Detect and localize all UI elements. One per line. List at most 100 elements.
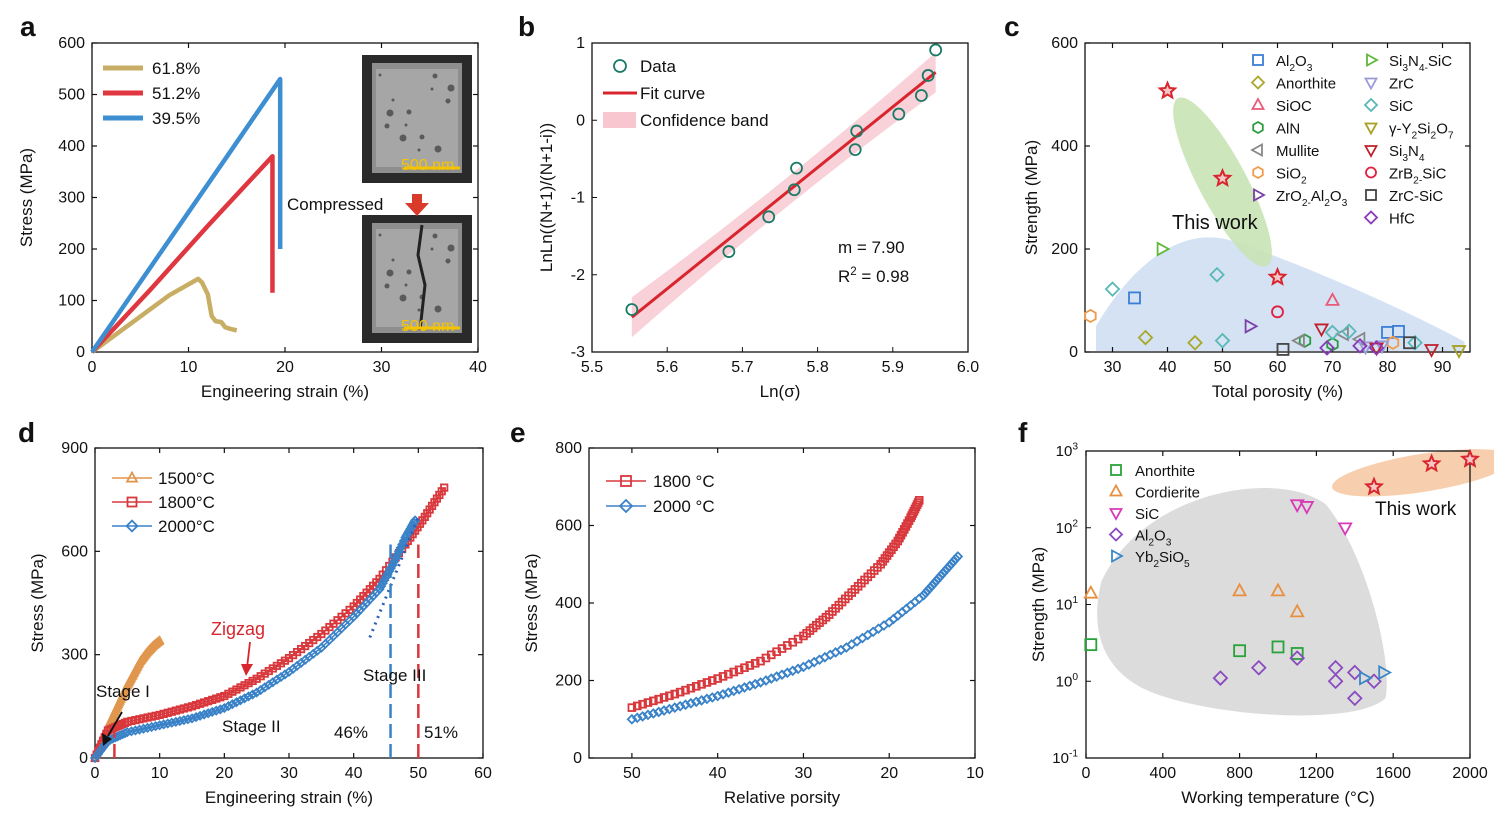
panel-b-data-point [921, 69, 935, 82]
panel-e-data-point [718, 672, 728, 681]
panel-f-legend-label: Cordierite [1135, 485, 1200, 502]
panel-a-inset-after-pore [404, 283, 408, 287]
panel-f-legend-marker [1111, 548, 1124, 564]
panel-b-data-point [722, 245, 736, 258]
panel-f-data-point [1359, 670, 1373, 686]
panel-c-data-point [1451, 345, 1467, 359]
panel-e-x-tick-label: 40 [709, 765, 727, 782]
panel-f-data-point [1289, 603, 1305, 618]
panel-d-data-point [190, 711, 202, 723]
panel-e-data-point [697, 680, 706, 689]
panel-a-legend-label: 39.5% [152, 109, 200, 128]
panel-c-legend-marker [1253, 187, 1266, 203]
panel-f-this-work-star [1459, 448, 1481, 468]
panel-c-x-tick-label: 40 [1159, 359, 1177, 376]
panel-c-data-point [1271, 305, 1284, 319]
panel-c-data-point [1423, 344, 1440, 358]
panel-f-data-point [1290, 647, 1304, 660]
panel-c-data-point [1352, 337, 1368, 354]
panel-d-data-point [219, 702, 230, 714]
panel-d-data-point [182, 714, 194, 725]
panel-f-x-tick-label: 1200 [1299, 765, 1335, 782]
panel-c-data-point [1341, 323, 1357, 340]
panel-a-inset-after-pore [417, 308, 421, 312]
panel-d-data-point [239, 693, 250, 704]
panel-d-data-point [199, 709, 210, 720]
panel-c-x-tick-label: 70 [1324, 359, 1342, 376]
panel-d-data-point [170, 716, 181, 727]
panel-b-data-point [625, 303, 639, 316]
panel-f-y-tick-label: 100 [1056, 672, 1079, 690]
panel-d-annotation-stage2: Stage II [222, 717, 281, 736]
panel-c-legend-marker [1365, 189, 1377, 201]
panel-c-legend-label: Si3N4 [1389, 143, 1425, 164]
panel-f-prior-work-region [1097, 488, 1387, 716]
panel-a-scale-label-top: 500 nm [401, 157, 454, 174]
panel-c-data-point [1319, 340, 1335, 356]
panel-e-data-point [669, 702, 681, 713]
panel-c-data-point [1137, 329, 1154, 346]
panel-c-x-tick-label: 30 [1104, 359, 1122, 376]
panel-d-data-point [174, 715, 185, 727]
panel-f-y-tick-label: 103 [1056, 442, 1079, 460]
panel-b-ylabel: LnLn((N+1)/(N+1-i)) [537, 123, 556, 272]
panel-e-data-point [664, 703, 675, 715]
panel-a-inset-after-sample-face [376, 229, 458, 327]
panel-e-data-point [653, 706, 665, 718]
panel-d-y-tick-label: 300 [61, 647, 88, 664]
panel-label-e: e [510, 417, 526, 448]
panel-a-inset-before-pore [447, 84, 455, 92]
panel-d-data-point [134, 724, 145, 735]
panel-e-ylabel: Stress (MPa) [522, 553, 541, 652]
panel-e-data-point [750, 659, 760, 668]
panel-e-data-point [724, 669, 733, 679]
panel-a-inset-before-pore [432, 73, 438, 79]
panel-e-x-tick-label: 30 [795, 765, 813, 782]
panel-e-data-point [734, 665, 744, 675]
panel-a-inset-before-sample-face [376, 69, 458, 167]
panel-f-data-point [1232, 582, 1248, 597]
panel-f-x-tick-label: 1600 [1375, 765, 1411, 782]
panel-e-data-point [878, 620, 890, 631]
panel-a-series-line [90, 276, 238, 354]
panel-d-legend-label: 2000°C [158, 517, 215, 536]
panel-f-data-point [1083, 584, 1099, 599]
panel-a-inset-before-pore [445, 98, 451, 104]
panel-f-legend-marker [1108, 483, 1124, 497]
panel-a-inset-after-crack [416, 224, 427, 331]
panel-e-data-point [862, 629, 874, 641]
panel-f-x-tick-label: 0 [1082, 765, 1091, 782]
panel-b-legend-label: Data [640, 57, 676, 76]
panel-c-data-point [1324, 324, 1341, 341]
panel-b-data-point [787, 183, 801, 197]
panel-e-x-tick-label: 50 [623, 765, 641, 782]
panel-c-data-point [1104, 281, 1121, 298]
panel-e-data-point [675, 687, 685, 697]
panel-d-y-tick-label: 900 [61, 440, 88, 457]
panel-e-y-tick-label: 0 [573, 750, 582, 767]
panel-f-data-point [1337, 522, 1353, 537]
panel-d-data-point [138, 723, 149, 734]
panel-a-inset-after-pore [384, 283, 390, 289]
panel-c-data-point [1156, 241, 1171, 257]
panel-f-legend-label: Al2O3 [1135, 528, 1172, 549]
panel-f-y-tick-label: 10-1 [1052, 749, 1078, 767]
panel-e-legend-label: 2000 °C [653, 497, 715, 516]
panel-c-x-tick-label: 90 [1434, 359, 1452, 376]
panel-d-data-point [207, 706, 218, 718]
panel-e-xlabel: Relative porsity [724, 788, 841, 807]
panel-e-data-point [659, 693, 669, 702]
panel-label-d: d [18, 417, 35, 448]
panel-a-inset-after-pore [399, 294, 407, 302]
panel-d-data-point [142, 722, 153, 733]
panel-a-inset-before-pore [419, 134, 425, 140]
panel-c-data-point [1187, 334, 1203, 351]
panel-e-y-tick-label: 600 [555, 518, 582, 535]
panel-d-x-tick-label: 10 [151, 765, 169, 782]
panel-d-data-point [158, 719, 169, 730]
panel-e-data-point [914, 496, 924, 505]
panel-c-xlabel: Total porosity (%) [1212, 382, 1343, 401]
panel-d-ylabel: Stress (MPa) [28, 553, 47, 652]
panel-a-inset-after-pore [447, 244, 455, 252]
